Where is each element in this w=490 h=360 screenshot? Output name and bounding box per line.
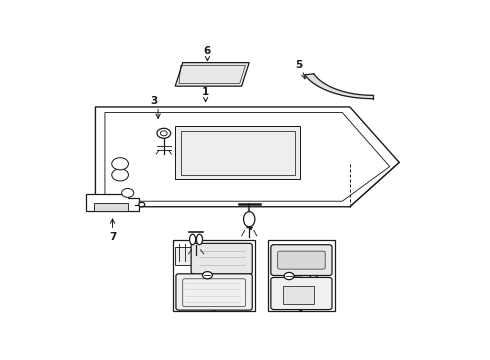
Circle shape	[284, 273, 294, 280]
Text: 10: 10	[226, 291, 238, 300]
Ellipse shape	[190, 234, 196, 245]
Circle shape	[112, 169, 128, 181]
Text: 13: 13	[306, 273, 318, 282]
Circle shape	[202, 271, 212, 279]
Text: 2: 2	[193, 255, 200, 265]
Text: 6: 6	[204, 46, 211, 56]
Text: 3: 3	[150, 95, 158, 105]
Text: 12: 12	[228, 271, 241, 280]
Text: 8: 8	[211, 303, 218, 314]
Text: 5: 5	[295, 59, 302, 69]
Ellipse shape	[244, 212, 255, 227]
Circle shape	[157, 128, 171, 138]
Polygon shape	[96, 107, 399, 207]
Polygon shape	[305, 74, 372, 99]
Circle shape	[112, 158, 128, 170]
Bar	[268, 240, 335, 311]
Text: 7: 7	[109, 232, 116, 242]
Bar	[283, 286, 314, 304]
Circle shape	[160, 131, 167, 136]
Polygon shape	[175, 63, 249, 86]
Text: 4: 4	[245, 222, 253, 232]
Ellipse shape	[196, 234, 202, 245]
FancyBboxPatch shape	[278, 251, 325, 269]
FancyBboxPatch shape	[176, 274, 252, 310]
Circle shape	[139, 202, 145, 207]
Bar	[173, 240, 255, 311]
Bar	[94, 203, 128, 211]
Bar	[175, 247, 196, 265]
FancyBboxPatch shape	[191, 243, 252, 274]
Text: 1: 1	[202, 87, 209, 97]
FancyBboxPatch shape	[271, 278, 332, 310]
Polygon shape	[175, 126, 300, 179]
Polygon shape	[86, 194, 139, 211]
Circle shape	[122, 188, 134, 197]
Text: 11: 11	[311, 291, 324, 300]
Text: 9: 9	[298, 303, 305, 314]
FancyBboxPatch shape	[271, 245, 332, 275]
